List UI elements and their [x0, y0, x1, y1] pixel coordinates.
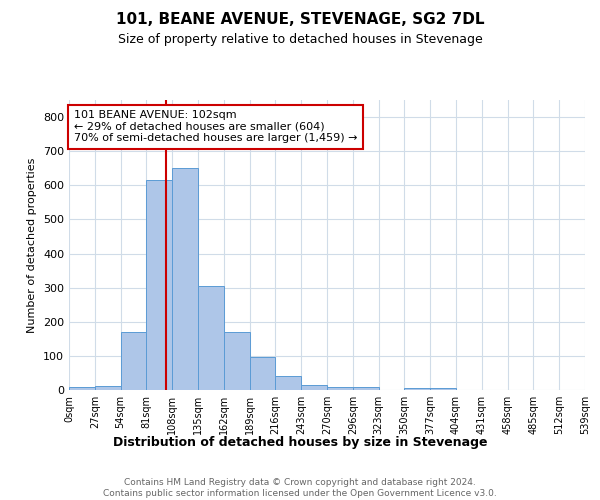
- Y-axis label: Number of detached properties: Number of detached properties: [28, 158, 37, 332]
- Bar: [121, 332, 146, 390]
- Bar: [404, 388, 430, 390]
- Text: Size of property relative to detached houses in Stevenage: Size of property relative to detached ho…: [118, 32, 482, 46]
- Bar: [198, 286, 224, 390]
- Bar: [275, 376, 301, 390]
- Bar: [95, 386, 121, 390]
- Bar: [146, 180, 172, 390]
- Text: 101 BEANE AVENUE: 102sqm
← 29% of detached houses are smaller (604)
70% of semi-: 101 BEANE AVENUE: 102sqm ← 29% of detach…: [74, 110, 357, 144]
- Bar: [69, 388, 95, 390]
- Bar: [301, 385, 327, 390]
- Text: 101, BEANE AVENUE, STEVENAGE, SG2 7DL: 101, BEANE AVENUE, STEVENAGE, SG2 7DL: [116, 12, 484, 28]
- Text: Contains HM Land Registry data © Crown copyright and database right 2024.
Contai: Contains HM Land Registry data © Crown c…: [103, 478, 497, 498]
- Bar: [172, 168, 198, 390]
- Bar: [430, 388, 456, 390]
- Bar: [327, 386, 353, 390]
- Bar: [250, 357, 275, 390]
- Bar: [224, 332, 250, 390]
- Text: Distribution of detached houses by size in Stevenage: Distribution of detached houses by size …: [113, 436, 487, 449]
- Bar: [353, 388, 379, 390]
